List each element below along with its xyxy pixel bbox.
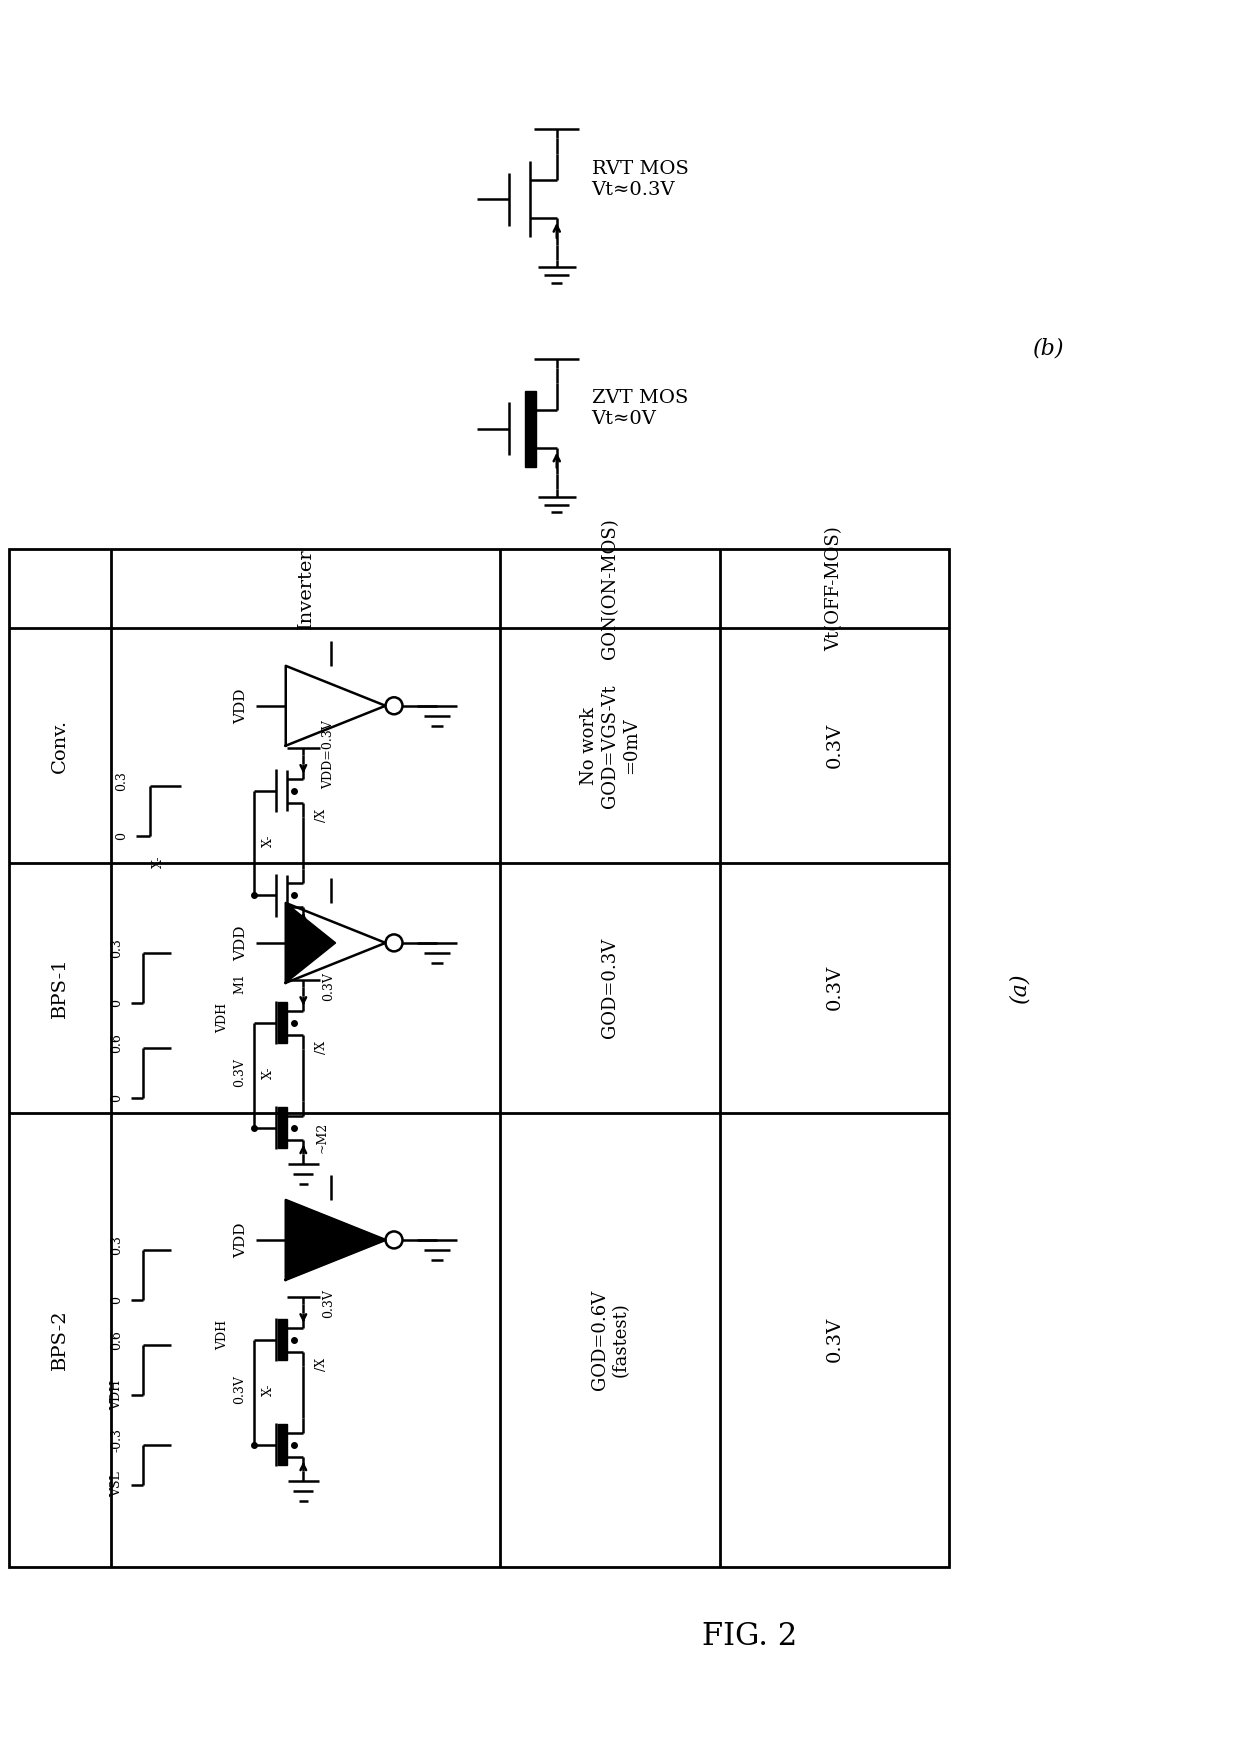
Text: Conv.: Conv. [51,718,69,773]
Bar [10,549,950,1566]
Text: 0.3: 0.3 [110,939,123,958]
Text: GOD=0.3V: GOD=0.3V [601,937,619,1038]
Text: 0: 0 [110,998,123,1007]
Text: 0.3V: 0.3V [826,724,843,769]
Bar [525,392,536,467]
Text: RVT MOS
Vt≈0.3V: RVT MOS Vt≈0.3V [591,159,688,199]
Text: 0.3: 0.3 [115,771,128,790]
Bar [278,1320,286,1360]
Text: ~M2: ~M2 [315,1122,329,1154]
Text: 0.6: 0.6 [110,1330,123,1349]
Text: VDD=0.3V: VDD=0.3V [322,720,336,788]
Text: -0.3: -0.3 [110,1428,123,1451]
Text: 0.3V: 0.3V [233,1058,247,1087]
Bar [278,1425,286,1465]
Text: VSL: VSL [110,1472,123,1498]
Text: /X: /X [315,809,329,822]
Text: 0.3V: 0.3V [322,1290,336,1318]
Text: 0: 0 [115,832,128,839]
Text: 0.3V: 0.3V [322,972,336,1002]
Text: No work
GOD=VGS-Vt
=0mV: No work GOD=VGS-Vt =0mV [580,683,640,808]
Text: BPS-1: BPS-1 [51,958,69,1017]
Bar [278,1106,286,1148]
Text: 0: 0 [110,1295,123,1304]
Text: VDH: VDH [216,1003,229,1033]
Text: X-: X- [151,855,165,869]
Text: Inverter: Inverter [296,549,315,629]
Text: VDD: VDD [234,925,248,961]
Text: 0.3V: 0.3V [826,1318,843,1362]
Text: VDH: VDH [110,1379,123,1409]
Text: 0.3: 0.3 [110,1236,123,1255]
Bar [278,1002,286,1044]
Text: GON(ON-MOS): GON(ON-MOS) [601,517,619,659]
Text: X-: X- [262,1383,275,1397]
Text: VDD: VDD [234,1222,248,1257]
Text: X-: X- [262,1066,275,1079]
Polygon shape [285,666,386,746]
Text: VDH: VDH [216,1320,229,1349]
Text: (b): (b) [1033,337,1065,360]
Text: BPS-2: BPS-2 [51,1309,69,1370]
Polygon shape [285,904,336,982]
Text: /X: /X [315,1042,329,1054]
Text: FIG. 2: FIG. 2 [702,1622,797,1652]
Text: 0.3V: 0.3V [233,1376,247,1404]
Text: 0.3V: 0.3V [826,965,843,1010]
Text: ZVT MOS
Vt≈0V: ZVT MOS Vt≈0V [591,390,688,428]
Text: M1: M1 [233,974,247,995]
Text: VDD: VDD [234,689,248,724]
Text: 0.6: 0.6 [110,1033,123,1052]
Text: X-: X- [262,834,275,846]
Text: GOD=0.6V
(fastest): GOD=0.6V (fastest) [590,1290,630,1390]
Text: (a): (a) [1008,972,1030,1003]
Text: /X: /X [315,1358,329,1370]
Polygon shape [285,1199,386,1280]
Text: Vt(OFF-MOS): Vt(OFF-MOS) [826,526,843,650]
Text: 0: 0 [110,1094,123,1101]
